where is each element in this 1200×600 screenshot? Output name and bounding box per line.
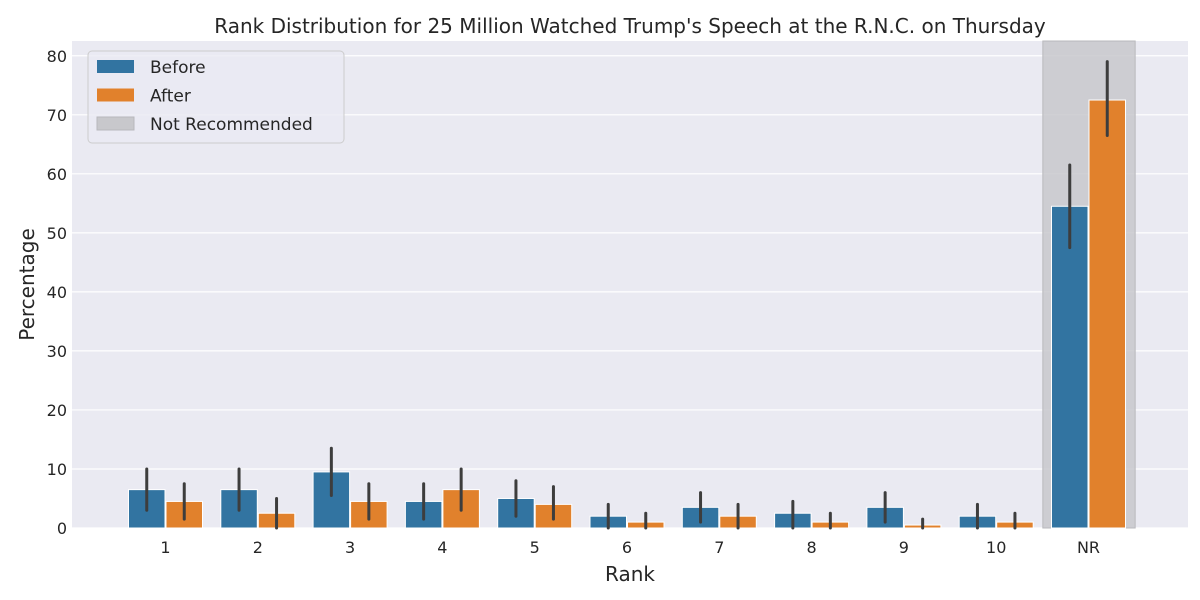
y-tick-label: 20	[47, 401, 67, 420]
x-tick-label: 10	[986, 538, 1006, 557]
y-tick-label: 40	[47, 283, 67, 302]
y-tick-label: 60	[47, 165, 67, 184]
y-tick-label: 30	[47, 342, 67, 361]
legend-label-before: Before	[150, 58, 206, 78]
y-tick-label: 70	[47, 106, 67, 125]
x-tick-label: 1	[160, 538, 170, 557]
y-tick-label: 80	[47, 47, 67, 66]
legend-swatch-not-recommended	[96, 116, 135, 131]
legend: Before After Not Recommended	[87, 50, 345, 144]
x-axis-label: Rank	[605, 562, 655, 586]
legend-swatch-after	[97, 88, 134, 102]
bar-before-nr	[1051, 205, 1089, 529]
error-bars	[145, 60, 1109, 530]
x-tick-label: 6	[622, 538, 632, 557]
y-tick-label: 0	[57, 519, 67, 538]
bar-after-nr	[1088, 99, 1126, 529]
bars	[128, 99, 1126, 529]
y-tick-label: 10	[47, 460, 67, 479]
legend-label-not-recommended: Not Recommended	[150, 115, 313, 135]
chart-title: Rank Distribution for 25 Million Watched…	[214, 14, 1046, 38]
x-tick-label: 3	[345, 538, 355, 557]
legend-swatch-before	[97, 60, 134, 73]
x-tick-label: NR	[1077, 538, 1100, 557]
y-tick-label: 50	[47, 224, 67, 243]
x-tick-labels: 1 2 3 4 5 6 7 8 9 10 NR	[160, 538, 1100, 557]
legend-box	[87, 50, 345, 144]
y-axis-label: Percentage	[15, 228, 39, 341]
x-tick-label: 5	[530, 538, 540, 557]
y-tick-labels: 0 10 20 30 40 50 60 70 80	[47, 47, 67, 538]
x-tick-label: 2	[253, 538, 263, 557]
legend-label-after: After	[150, 87, 191, 107]
x-tick-label: 4	[437, 538, 447, 557]
x-tick-label: 7	[714, 538, 724, 557]
x-tick-label: 8	[807, 538, 817, 557]
x-tick-label: 9	[899, 538, 909, 557]
